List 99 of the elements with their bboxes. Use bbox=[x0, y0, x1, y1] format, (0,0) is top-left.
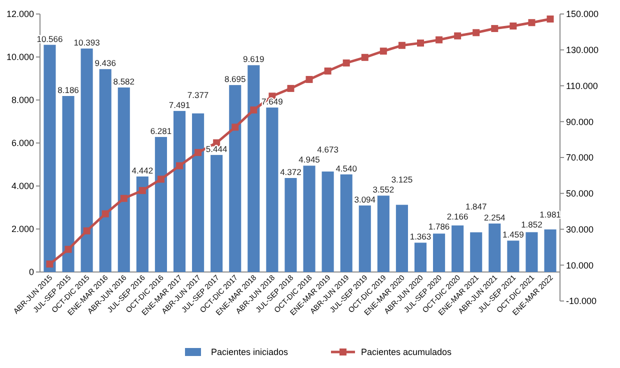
data-label: 8.186 bbox=[58, 85, 80, 95]
point bbox=[46, 260, 54, 268]
bar bbox=[396, 204, 408, 272]
bar bbox=[433, 234, 446, 272]
y2-tick-label: 150.000 bbox=[566, 9, 599, 20]
bar bbox=[229, 85, 242, 272]
data-label: 3.125 bbox=[391, 174, 413, 184]
point bbox=[306, 76, 313, 83]
y2-tick-label: 130.000 bbox=[566, 45, 599, 56]
bar bbox=[80, 48, 93, 272]
data-label: 4.372 bbox=[280, 167, 302, 177]
point bbox=[472, 29, 480, 36]
bar bbox=[377, 196, 390, 272]
y2-tick-label: 30.000 bbox=[566, 224, 594, 234]
point bbox=[157, 176, 164, 183]
bar bbox=[266, 108, 278, 272]
data-label: 2.166 bbox=[446, 212, 468, 222]
point bbox=[510, 22, 517, 30]
data-label: 1.363 bbox=[410, 232, 432, 242]
y-tick-label: 12.000 bbox=[6, 9, 34, 20]
point bbox=[176, 162, 183, 170]
point bbox=[250, 106, 258, 114]
data-label: 9.619 bbox=[243, 54, 265, 64]
bar bbox=[62, 96, 74, 272]
data-label: 1.459 bbox=[502, 230, 524, 240]
point bbox=[232, 124, 239, 131]
data-label: 2.254 bbox=[484, 212, 506, 223]
y-tick-label: 0 bbox=[28, 267, 34, 278]
data-label: 1.981 bbox=[540, 210, 562, 220]
bar bbox=[136, 176, 148, 272]
data-label: 1.847 bbox=[465, 202, 488, 212]
point bbox=[120, 194, 128, 202]
point bbox=[417, 40, 424, 47]
bar bbox=[284, 178, 297, 272]
bar bbox=[44, 44, 56, 272]
bar bbox=[470, 232, 482, 272]
point bbox=[83, 227, 90, 234]
data-label: 8.582 bbox=[113, 76, 135, 86]
bar bbox=[358, 205, 371, 272]
legend-label: Pacientes acumulados bbox=[361, 347, 452, 358]
bar bbox=[173, 110, 186, 272]
y-tick-label: 8.000 bbox=[11, 95, 34, 106]
data-label: 3.552 bbox=[372, 184, 394, 194]
bar bbox=[210, 154, 223, 272]
data-label: 4.945 bbox=[298, 154, 320, 165]
data-label: 1.786 bbox=[428, 222, 450, 232]
y-tick-label: 2.000 bbox=[11, 224, 34, 234]
y2-tick-label: 70.000 bbox=[566, 152, 594, 163]
bar bbox=[118, 87, 130, 272]
bar bbox=[99, 69, 112, 272]
data-label: 3.094 bbox=[354, 194, 376, 204]
point bbox=[194, 148, 202, 156]
point bbox=[398, 42, 406, 49]
point bbox=[491, 25, 498, 32]
point bbox=[380, 48, 387, 55]
point bbox=[138, 187, 146, 194]
point bbox=[64, 246, 72, 253]
data-label: 1.852 bbox=[521, 220, 543, 230]
data-label: 8.695 bbox=[224, 74, 246, 84]
bar bbox=[544, 229, 556, 272]
data-label: 4.540 bbox=[336, 163, 358, 174]
point bbox=[324, 68, 332, 75]
legend-label: Pacientes iniciados bbox=[211, 347, 289, 358]
bar bbox=[192, 113, 204, 272]
data-label: 7.491 bbox=[168, 100, 190, 110]
point bbox=[287, 84, 294, 92]
point bbox=[342, 59, 350, 66]
bar bbox=[154, 136, 167, 272]
y2-tick-label: 110.000 bbox=[566, 80, 598, 91]
data-label: 6.281 bbox=[150, 126, 172, 136]
data-label: 10.566 bbox=[36, 34, 64, 44]
bar bbox=[507, 240, 520, 272]
bar bbox=[248, 65, 260, 272]
y-tick-label: 4.000 bbox=[11, 181, 34, 192]
data-label: 7.377 bbox=[187, 90, 209, 100]
point bbox=[361, 54, 368, 61]
bar bbox=[526, 232, 538, 272]
point bbox=[102, 210, 109, 218]
point bbox=[546, 16, 554, 23]
y2-tick-label: 50.000 bbox=[566, 188, 594, 199]
y-tick-label: 6.000 bbox=[11, 138, 34, 148]
bar bbox=[414, 242, 427, 272]
bar bbox=[303, 166, 316, 272]
point bbox=[436, 36, 443, 44]
y2-tick-label: 90.000 bbox=[566, 116, 594, 127]
point bbox=[454, 32, 462, 40]
data-label: 4.442 bbox=[132, 165, 154, 176]
data-label: 5.444 bbox=[206, 144, 228, 154]
y2-tick-label: -10.000 bbox=[566, 296, 597, 306]
y2-tick-label: 10.000 bbox=[566, 260, 594, 270]
bar bbox=[340, 174, 352, 272]
data-label: 10.393 bbox=[74, 38, 100, 48]
data-label: 9.436 bbox=[94, 58, 116, 68]
y-tick-label: 10.000 bbox=[6, 52, 34, 62]
point bbox=[528, 19, 536, 26]
bar bbox=[488, 224, 501, 272]
bar bbox=[452, 225, 464, 272]
bar bbox=[322, 172, 334, 272]
data-label: 4.673 bbox=[317, 144, 339, 155]
